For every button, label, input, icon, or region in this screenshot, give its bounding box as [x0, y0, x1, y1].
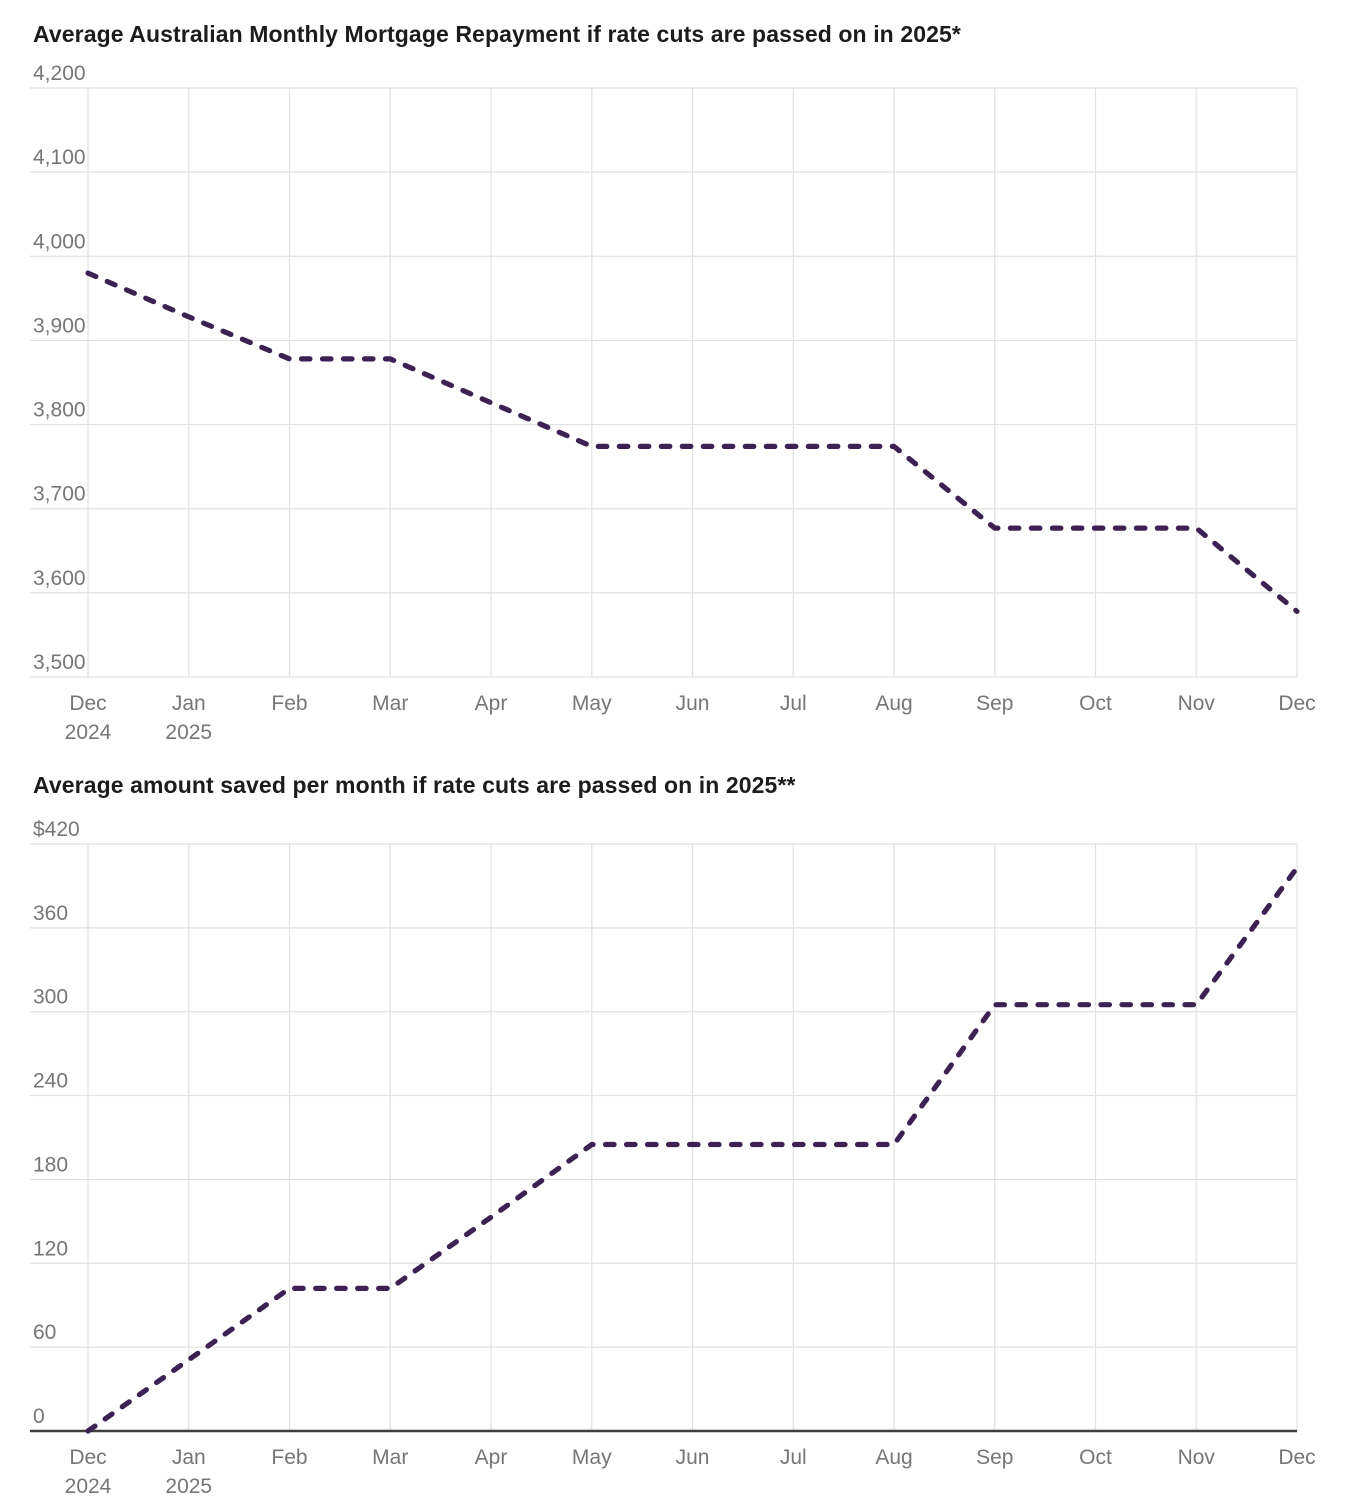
amount-saved-x-tick-label: Feb — [271, 1446, 307, 1469]
amount-saved-y-tick-label: $420 — [33, 818, 80, 841]
mortgage-repayment-x-tick-label: Nov — [1178, 692, 1216, 715]
mortgage-repayment-x-tick-label: Jul — [780, 692, 807, 715]
amount-saved-y-tick-label: 60 — [33, 1321, 56, 1344]
mortgage-repayment-series-line — [85, 270, 1300, 615]
mortgage-repayment-x-tick-label: Dec — [1278, 692, 1315, 715]
amount-saved-y-tick-label: 180 — [33, 1153, 68, 1176]
mortgage-repayment-y-tick-label: 3,600 — [33, 567, 86, 590]
mortgage-repayment-x-tick-label: Jun — [676, 692, 710, 715]
amount-saved-y-tick-label: 240 — [33, 1070, 68, 1093]
mortgage-repayment-x-tick-label: Sep — [976, 692, 1013, 715]
mortgage-repayment-x-tick-label: Feb — [271, 692, 307, 715]
mortgage-repayment-x-tick-year-label: 2024 — [65, 721, 112, 744]
amount-saved-x-tick-label: Jul — [780, 1446, 807, 1469]
mortgage-repayment-x-tick-label: Apr — [475, 692, 508, 715]
mortgage-repayment-chart-title: Average Australian Monthly Mortgage Repa… — [33, 21, 961, 47]
amount-saved-series-line — [85, 865, 1300, 1434]
amount-saved-x-tick-label: Nov — [1178, 1446, 1216, 1469]
mortgage-repayment-x-tick-year-label: 2025 — [165, 721, 212, 744]
mortgage-repayment-y-tick-label: 3,800 — [33, 399, 86, 422]
amount-saved-x-tick-year-label: 2025 — [165, 1475, 212, 1498]
amount-saved-x-tick-label: Dec — [1278, 1446, 1315, 1469]
mortgage-repayment-x-tick-label: Aug — [875, 692, 912, 715]
amount-saved-x-tick-label: Mar — [372, 1446, 408, 1469]
mortgage-repayment-y-tick-label: 4,000 — [33, 230, 86, 253]
amount-saved-x-tick-label: May — [572, 1446, 612, 1469]
mortgage-repayment-y-tick-label: 4,200 — [33, 62, 86, 85]
amount-saved-x-tick-label: Oct — [1079, 1446, 1112, 1469]
amount-saved-y-tick-label: 0 — [33, 1405, 45, 1428]
mortgage-repayment-x-tick-label: Oct — [1079, 692, 1112, 715]
amount-saved-x-tick-label: Apr — [475, 1446, 508, 1469]
amount-saved-x-tick-year-label: 2024 — [65, 1475, 112, 1498]
mortgage-repayment-y-tick-label: 3,900 — [33, 314, 86, 337]
mortgage-repayment-y-tick-label: 4,100 — [33, 146, 86, 169]
amount-saved-y-tick-label: 300 — [33, 986, 68, 1009]
amount-saved-x-tick-label: Sep — [976, 1446, 1013, 1469]
amount-saved-x-tick-label: Aug — [875, 1446, 912, 1469]
amount-saved-y-tick-label: 360 — [33, 902, 68, 925]
mortgage-repayment-y-tick-label: 3,700 — [33, 483, 86, 506]
amount-saved-x-tick-label: Dec — [69, 1446, 106, 1469]
mortgage-repayment-x-tick-label: Dec — [69, 692, 106, 715]
mortgage-repayment-x-tick-label: Mar — [372, 692, 408, 715]
amount-saved-x-tick-label: Jan — [172, 1446, 206, 1469]
mortgage-repayment-x-tick-label: May — [572, 692, 612, 715]
mortgage-repayment-y-tick-label: 3,500 — [33, 651, 86, 674]
amount-saved-y-tick-label: 120 — [33, 1237, 68, 1260]
amount-saved-x-tick-label: Jun — [676, 1446, 710, 1469]
amount-saved-chart-title: Average amount saved per month if rate c… — [33, 772, 796, 798]
mortgage-repayment-x-tick-label: Jan — [172, 692, 206, 715]
